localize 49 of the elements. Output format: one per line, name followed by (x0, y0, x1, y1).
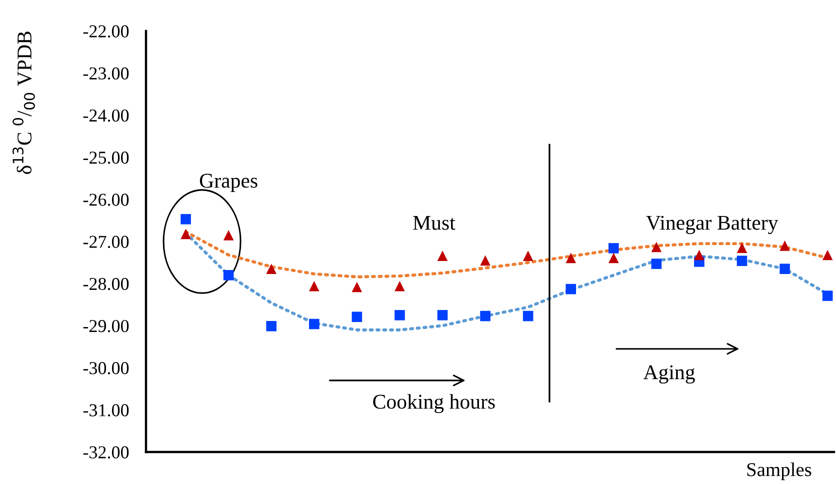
annotation: Grapes (200, 174, 258, 192)
point (480, 255, 490, 266)
y-axis-title: δ$^{13}$C $^{0}$/$_{00}$ VPDB (12, 32, 35, 174)
y-tick-label: -28.00 (83, 278, 129, 290)
annotation: Aging (643, 365, 695, 384)
point (651, 242, 662, 252)
point (352, 312, 362, 322)
point (566, 252, 576, 264)
point (437, 250, 448, 261)
y-tick-label: -27.00 (83, 236, 129, 248)
point (309, 318, 320, 330)
point (736, 242, 748, 253)
point (608, 252, 619, 264)
point (822, 250, 833, 260)
point (566, 284, 576, 294)
y-tick-label: -24.00 (83, 109, 129, 122)
point (394, 310, 405, 320)
point (437, 310, 448, 320)
point (736, 256, 748, 266)
y-tick-label: -29.00 (83, 320, 129, 332)
point (223, 230, 234, 240)
point (223, 270, 234, 280)
y-tick-label: -25.00 (83, 152, 129, 164)
point (522, 250, 534, 261)
annotation: Cooking hours (373, 394, 495, 414)
point (180, 228, 191, 240)
point (608, 243, 619, 254)
point (394, 280, 405, 292)
point (180, 214, 191, 224)
y-tick-label: -30.00 (83, 362, 129, 374)
annotation: Vinegar Battery (646, 216, 778, 234)
point (780, 264, 790, 274)
annotation: Must (413, 216, 456, 230)
point (780, 240, 790, 251)
point (352, 282, 362, 292)
point (651, 258, 662, 269)
point (522, 310, 534, 322)
point (266, 264, 277, 274)
point (309, 280, 320, 292)
point (694, 250, 704, 260)
y-tick-label: -22.00 (83, 25, 129, 38)
y-tick-label: -23.00 (83, 67, 129, 80)
point (266, 320, 277, 332)
y-tick-label: -32.00 (83, 446, 129, 459)
y-tick-label: -31.00 (83, 404, 129, 416)
point (822, 290, 833, 301)
x-axis-title: Samples (747, 462, 812, 480)
y-tick-label: -26.00 (83, 194, 129, 206)
point (480, 310, 490, 322)
